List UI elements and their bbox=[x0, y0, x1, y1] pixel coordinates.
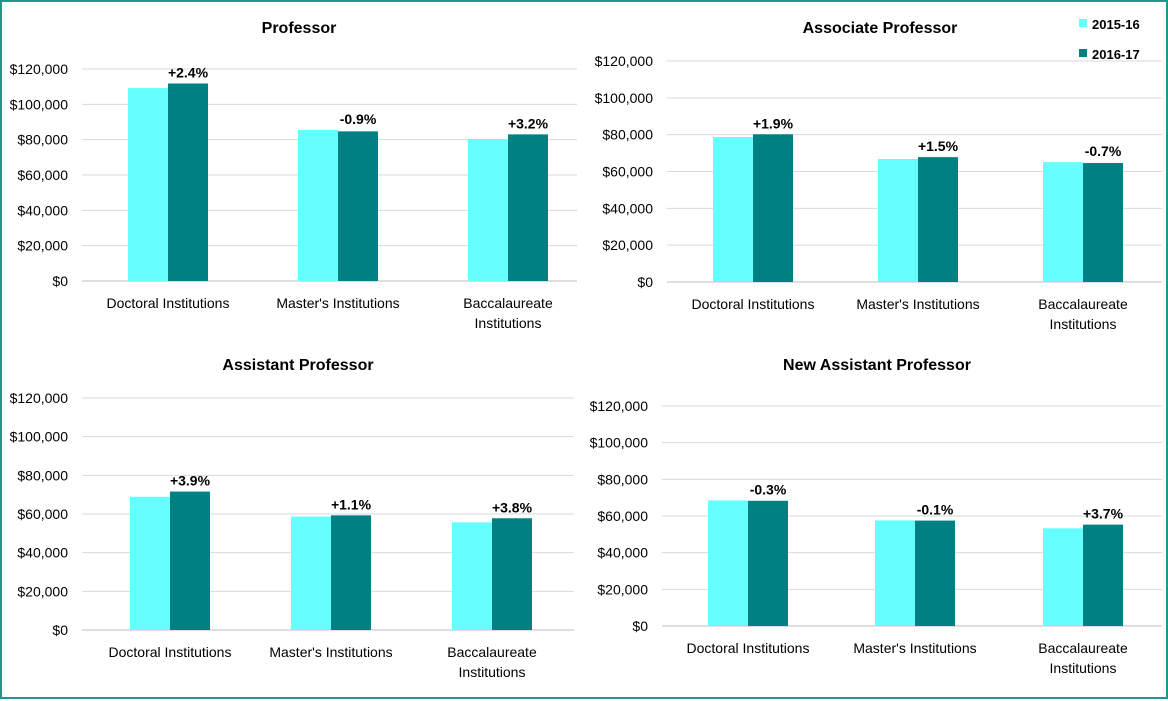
x-tick-label: Doctoral Institutions bbox=[107, 295, 230, 311]
legend-swatch-2015-16 bbox=[1079, 19, 1087, 27]
y-tick-label: $20,000 bbox=[602, 237, 653, 253]
bar-2016-17 bbox=[753, 134, 793, 282]
y-tick-label: $40,000 bbox=[597, 545, 648, 561]
y-tick-label: $80,000 bbox=[17, 467, 68, 483]
y-tick-label: $120,000 bbox=[590, 398, 649, 414]
data-label: +3.9% bbox=[170, 473, 211, 489]
bar-2016-17 bbox=[508, 134, 548, 281]
y-tick-label: $60,000 bbox=[17, 506, 68, 522]
data-label: +1.1% bbox=[331, 496, 372, 512]
y-tick-label: $120,000 bbox=[10, 390, 69, 406]
chart-title: Assistant Professor bbox=[222, 357, 373, 374]
x-tick-label: Baccalaureate bbox=[1038, 296, 1128, 312]
y-tick-label: $0 bbox=[637, 274, 653, 290]
bar-2015-16 bbox=[291, 516, 331, 630]
bar-2016-17 bbox=[915, 520, 955, 626]
bar-2015-16 bbox=[468, 138, 508, 281]
bar-2015-16 bbox=[878, 158, 918, 282]
data-label: -0.1% bbox=[917, 501, 954, 517]
y-tick-label: $60,000 bbox=[602, 164, 653, 180]
y-tick-label: $60,000 bbox=[17, 167, 68, 183]
x-tick-label: Doctoral Institutions bbox=[687, 640, 810, 656]
x-tick-label: Institutions bbox=[1050, 316, 1117, 332]
x-tick-label: Baccalaureate bbox=[1038, 640, 1128, 656]
data-label: +1.5% bbox=[918, 138, 959, 154]
legend-label: 2015-16 bbox=[1092, 17, 1140, 32]
bar-2016-17 bbox=[1083, 163, 1123, 282]
y-tick-label: $80,000 bbox=[602, 127, 653, 143]
data-label: +3.8% bbox=[492, 499, 533, 515]
x-tick-label: Baccalaureate bbox=[463, 295, 553, 311]
x-tick-label: Institutions bbox=[1050, 660, 1117, 676]
x-tick-label: Institutions bbox=[475, 315, 542, 331]
bar-2016-17 bbox=[492, 518, 532, 630]
y-tick-label: $40,000 bbox=[17, 545, 68, 561]
legend-label: 2016-17 bbox=[1092, 47, 1140, 62]
bar-2015-16 bbox=[128, 88, 168, 281]
bar-2015-16 bbox=[1043, 162, 1083, 282]
bar-2016-17 bbox=[170, 491, 210, 630]
data-label: -0.3% bbox=[750, 481, 787, 497]
data-label: +3.2% bbox=[508, 115, 549, 131]
bar-2016-17 bbox=[918, 157, 958, 282]
legend: 2015-16 2016-17 bbox=[1079, 17, 1140, 62]
bar-2015-16 bbox=[1043, 528, 1083, 626]
y-tick-label: $120,000 bbox=[10, 61, 69, 77]
y-tick-label: $20,000 bbox=[17, 238, 68, 254]
x-tick-label: Master's Institutions bbox=[856, 296, 979, 312]
bar-2015-16 bbox=[708, 500, 748, 626]
x-tick-label: Master's Institutions bbox=[853, 640, 976, 656]
x-tick-label: Doctoral Institutions bbox=[692, 296, 815, 312]
y-tick-label: $80,000 bbox=[17, 132, 68, 148]
chart-panel-1: Professor $0 $20,000 $40,000 $60,000 $80,000 $… bbox=[10, 20, 577, 331]
x-tick-label: Doctoral Institutions bbox=[109, 644, 232, 660]
y-tick-label: $40,000 bbox=[602, 200, 653, 216]
legend-swatch-2016-17 bbox=[1079, 49, 1087, 57]
bar-2016-17 bbox=[168, 83, 208, 281]
y-tick-label: $100,000 bbox=[595, 90, 654, 106]
bar-2015-16 bbox=[875, 520, 915, 626]
bar-2016-17 bbox=[331, 515, 371, 630]
data-label: -0.7% bbox=[1085, 143, 1122, 159]
chart-panel-3: Assistant Professor $0 $20,000 $40,000 $60,0… bbox=[10, 357, 574, 680]
y-tick-label: $0 bbox=[52, 273, 68, 289]
bar-2015-16 bbox=[452, 522, 492, 630]
y-tick-label: $80,000 bbox=[597, 471, 648, 487]
chart-panel-2: Associate Professor $0 $20,000 $40,000 $60,0… bbox=[595, 20, 1162, 332]
y-tick-label: $0 bbox=[52, 622, 68, 638]
y-tick-label: $100,000 bbox=[10, 96, 69, 112]
y-tick-label: $20,000 bbox=[17, 583, 68, 599]
y-tick-label: $0 bbox=[632, 618, 648, 634]
chart-panel-4: New Assistant Professor $0 $20,000 $40,000 $… bbox=[590, 357, 1162, 676]
y-tick-label: $100,000 bbox=[590, 435, 649, 451]
y-tick-label: $60,000 bbox=[597, 508, 648, 524]
chart-title: Associate Professor bbox=[803, 20, 958, 37]
y-tick-label: $120,000 bbox=[595, 53, 654, 69]
x-tick-label: Master's Institutions bbox=[269, 644, 392, 660]
chart-title: New Assistant Professor bbox=[783, 357, 971, 374]
x-tick-label: Institutions bbox=[459, 664, 526, 680]
data-label: +1.9% bbox=[753, 115, 794, 131]
data-label: +2.4% bbox=[168, 64, 209, 80]
bar-2015-16 bbox=[298, 129, 338, 281]
chart-title: Professor bbox=[262, 20, 337, 37]
y-tick-label: $20,000 bbox=[597, 581, 648, 597]
x-tick-label: Baccalaureate bbox=[447, 644, 537, 660]
bar-2016-17 bbox=[338, 131, 378, 281]
bar-2015-16 bbox=[713, 137, 753, 282]
y-tick-label: $100,000 bbox=[10, 429, 69, 445]
y-tick-label: $40,000 bbox=[17, 202, 68, 218]
bar-2016-17 bbox=[1083, 524, 1123, 626]
data-label: -0.9% bbox=[340, 111, 377, 127]
bar-2016-17 bbox=[748, 500, 788, 626]
data-label: +3.7% bbox=[1083, 506, 1124, 522]
bar-2015-16 bbox=[130, 496, 170, 630]
x-tick-label: Master's Institutions bbox=[276, 295, 399, 311]
